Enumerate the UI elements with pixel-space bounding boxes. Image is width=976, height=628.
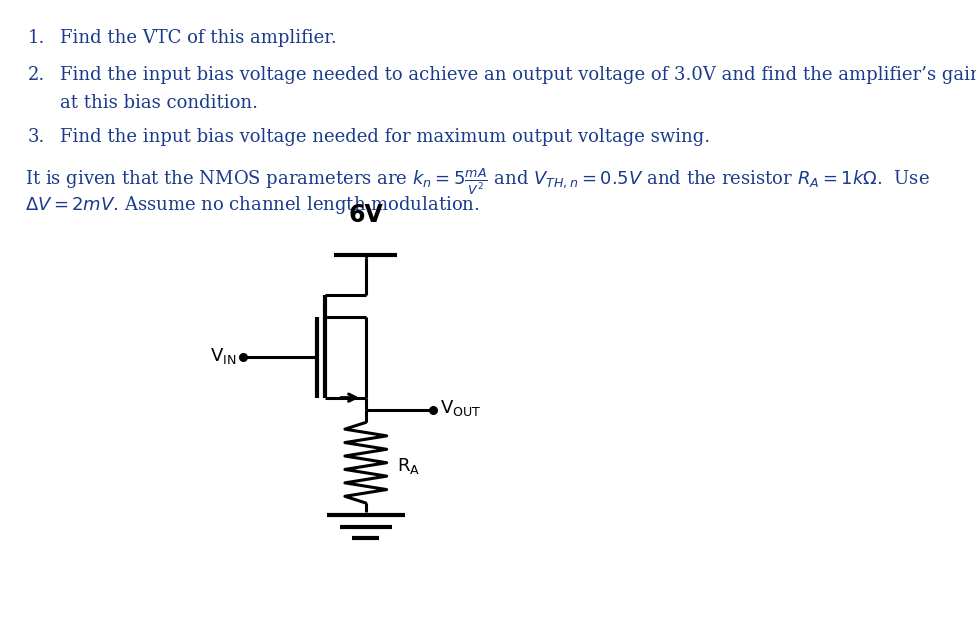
Text: Find the VTC of this amplifier.: Find the VTC of this amplifier. [61, 29, 337, 47]
Text: $\rm V_{IN}$: $\rm V_{IN}$ [211, 345, 237, 365]
Text: 1.: 1. [28, 29, 46, 47]
Text: 2.: 2. [28, 66, 45, 84]
Text: 3.: 3. [28, 128, 46, 146]
Text: 6V: 6V [348, 203, 384, 227]
Text: Find the input bias voltage needed for maximum output voltage swing.: Find the input bias voltage needed for m… [61, 128, 711, 146]
Text: $\rm R_A$: $\rm R_A$ [397, 456, 421, 476]
Text: It is given that the NMOS parameters are $k_n = 5\frac{mA}{V^2}$ and $V_{TH,n} =: It is given that the NMOS parameters are… [25, 166, 930, 197]
Text: $\Delta V = 2mV$. Assume no channel length modulation.: $\Delta V = 2mV$. Assume no channel leng… [25, 195, 479, 217]
Text: at this bias condition.: at this bias condition. [61, 94, 258, 112]
Text: $\rm V_{OUT}$: $\rm V_{OUT}$ [440, 398, 481, 418]
Text: Find the input bias voltage needed to achieve an output voltage of 3.0V and find: Find the input bias voltage needed to ac… [61, 66, 976, 84]
